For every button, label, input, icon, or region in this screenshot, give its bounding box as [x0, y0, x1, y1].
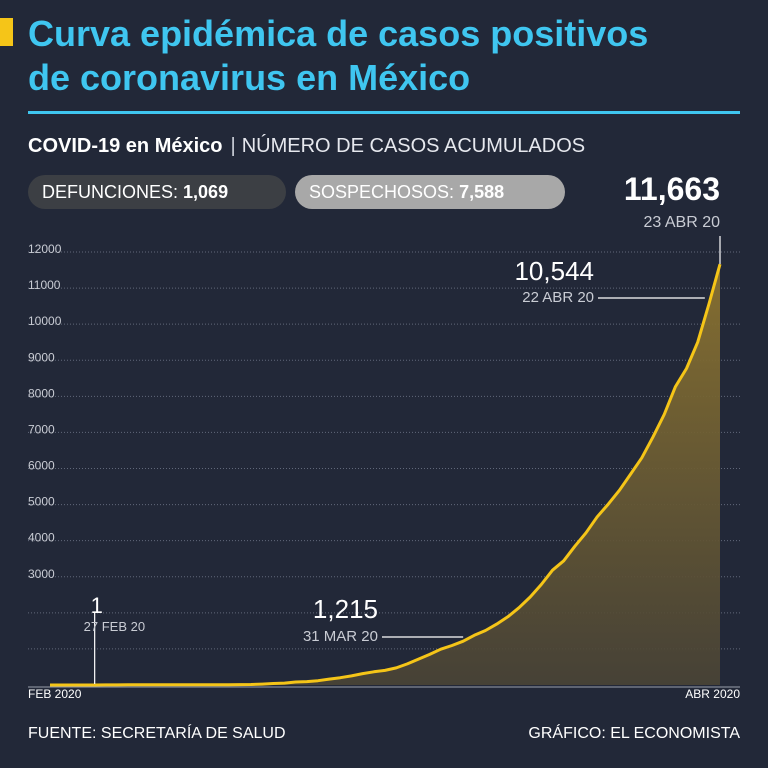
credit-note: GRÁFICO: EL ECONOMISTA — [528, 725, 740, 742]
x-label-start: FEB 2020 — [28, 687, 82, 701]
y-tick-label: 4000 — [28, 531, 55, 545]
x-label-end: ABR 2020 — [685, 687, 740, 701]
suspected-badge: SOSPECHOSOS: 7,588 — [295, 175, 565, 209]
annotation-date: 27 FEB 20 — [84, 619, 145, 634]
annotation-date: 31 MAR 20 — [303, 628, 378, 645]
page-title: Curva epidémica de casos positivos de co… — [28, 12, 748, 100]
title-line-2: de coronavirus en México — [28, 57, 471, 98]
deaths-badge: DEFUNCIONES: 1,069 — [28, 175, 286, 209]
title-line-1: Curva epidémica de casos positivos — [28, 13, 649, 54]
series-line — [50, 263, 722, 687]
source-note: FUENTE: SECRETARÍA DE SALUD — [28, 725, 286, 742]
subtitle-metric: NÚMERO DE CASOS ACUMULADOS — [241, 135, 586, 157]
annotation-value: 1,215 — [313, 594, 378, 624]
suspected-label: SOSPECHOSOS: — [309, 182, 455, 202]
annotation-value: 11,663 — [624, 171, 720, 207]
deaths-value: 1,069 — [183, 182, 229, 202]
y-tick-label: 3000 — [28, 567, 55, 581]
chart-subtitle: COVID-19 en México | NÚMERO DE CASOS ACUMU… — [28, 133, 585, 159]
y-tick-label: 7000 — [28, 422, 55, 436]
annotation-value: 1 — [91, 593, 103, 618]
y-tick-label: 8000 — [28, 386, 55, 400]
area-fill — [50, 264, 720, 685]
annotation-date: 23 ABR 20 — [644, 214, 721, 231]
annotation-date: 22 ABR 20 — [522, 289, 594, 306]
subtitle-topic: COVID-19 en México — [28, 135, 223, 157]
accent-bar — [0, 18, 13, 46]
y-tick-label: 5000 — [28, 495, 55, 509]
title-divider — [28, 111, 740, 114]
y-tick-label: 9000 — [28, 350, 55, 364]
y-tick-label: 12000 — [28, 242, 62, 256]
y-tick-label: 11000 — [28, 278, 61, 292]
subtitle-separator: | — [230, 135, 236, 157]
y-tick-label: 10000 — [28, 314, 62, 328]
annotation-value: 10,544 — [514, 256, 594, 286]
deaths-label: DEFUNCIONES: — [42, 182, 179, 202]
suspected-value: 7,588 — [459, 182, 505, 202]
y-tick-label: 6000 — [28, 459, 55, 473]
